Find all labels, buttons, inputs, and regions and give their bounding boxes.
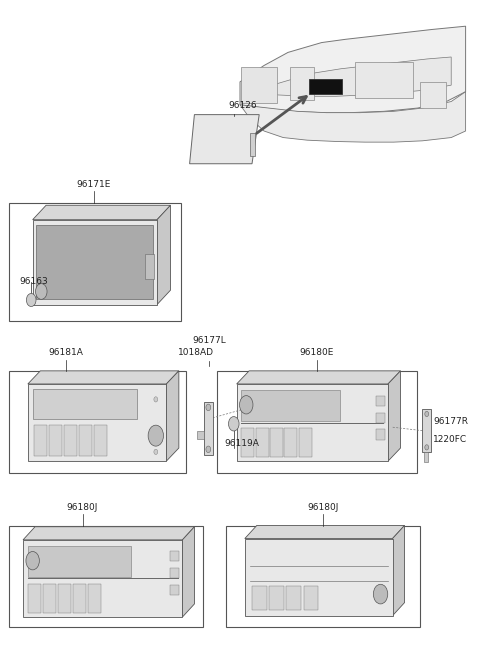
Bar: [170, 569, 179, 578]
Polygon shape: [237, 371, 400, 384]
Bar: [241, 390, 340, 421]
Bar: [204, 402, 213, 455]
Polygon shape: [190, 115, 259, 164]
Bar: [34, 425, 47, 456]
Polygon shape: [23, 527, 194, 540]
Circle shape: [206, 446, 211, 453]
Polygon shape: [245, 525, 405, 538]
Polygon shape: [33, 205, 170, 219]
Polygon shape: [157, 205, 170, 305]
Text: 96177L: 96177L: [192, 336, 226, 345]
Bar: [226, 526, 420, 627]
Bar: [303, 586, 318, 610]
Circle shape: [26, 552, 39, 570]
Bar: [376, 430, 384, 440]
Bar: [424, 452, 429, 462]
Bar: [376, 413, 384, 422]
Bar: [79, 425, 92, 456]
Bar: [197, 431, 204, 439]
Circle shape: [26, 293, 36, 307]
Text: 96171E: 96171E: [76, 179, 111, 189]
Bar: [58, 584, 72, 613]
Bar: [256, 428, 269, 457]
Bar: [33, 389, 136, 419]
Bar: [237, 384, 388, 461]
Circle shape: [154, 449, 158, 455]
Bar: [94, 425, 107, 456]
Circle shape: [373, 584, 388, 604]
Bar: [88, 584, 101, 613]
Bar: [241, 428, 254, 457]
Bar: [422, 409, 431, 452]
Bar: [287, 586, 301, 610]
Bar: [269, 586, 284, 610]
Bar: [9, 371, 186, 473]
Bar: [9, 203, 181, 321]
Bar: [270, 428, 283, 457]
Bar: [28, 546, 132, 577]
Polygon shape: [240, 92, 466, 142]
Circle shape: [425, 411, 429, 417]
Bar: [420, 82, 446, 108]
Bar: [36, 225, 153, 299]
Polygon shape: [28, 371, 179, 384]
Bar: [299, 428, 312, 457]
Bar: [33, 219, 157, 305]
Bar: [241, 67, 277, 103]
Bar: [170, 586, 179, 595]
Bar: [28, 384, 167, 461]
Polygon shape: [167, 371, 179, 461]
Bar: [64, 425, 77, 456]
Text: 96180E: 96180E: [300, 348, 334, 357]
Polygon shape: [240, 26, 466, 113]
Text: 96119A: 96119A: [225, 439, 260, 448]
Bar: [355, 62, 413, 98]
Circle shape: [154, 397, 158, 402]
Bar: [9, 526, 203, 627]
Circle shape: [36, 284, 47, 299]
Bar: [290, 67, 314, 100]
Text: 96177R: 96177R: [433, 417, 468, 426]
Text: 96163: 96163: [19, 277, 48, 286]
Bar: [309, 79, 342, 94]
Bar: [73, 584, 86, 613]
Polygon shape: [254, 57, 451, 96]
Bar: [170, 552, 179, 561]
Text: 96126: 96126: [228, 101, 257, 110]
Bar: [217, 371, 417, 473]
Circle shape: [206, 404, 211, 411]
Bar: [23, 540, 182, 617]
Bar: [28, 584, 41, 613]
Text: 96180J: 96180J: [307, 502, 338, 512]
Bar: [43, 584, 56, 613]
Polygon shape: [388, 371, 400, 461]
Bar: [245, 538, 393, 616]
Circle shape: [240, 396, 253, 414]
Bar: [376, 396, 384, 405]
Circle shape: [425, 445, 429, 450]
Text: 1220FC: 1220FC: [433, 435, 468, 443]
Bar: [284, 428, 297, 457]
Bar: [250, 134, 255, 157]
Polygon shape: [393, 525, 405, 616]
Bar: [48, 425, 62, 456]
Polygon shape: [182, 527, 194, 617]
Circle shape: [148, 425, 164, 446]
Circle shape: [228, 417, 239, 431]
Text: 96181A: 96181A: [49, 348, 84, 357]
Bar: [252, 586, 267, 610]
Text: 1018AD: 1018AD: [178, 348, 214, 357]
Text: 96180J: 96180J: [67, 502, 98, 512]
Bar: [145, 253, 154, 279]
